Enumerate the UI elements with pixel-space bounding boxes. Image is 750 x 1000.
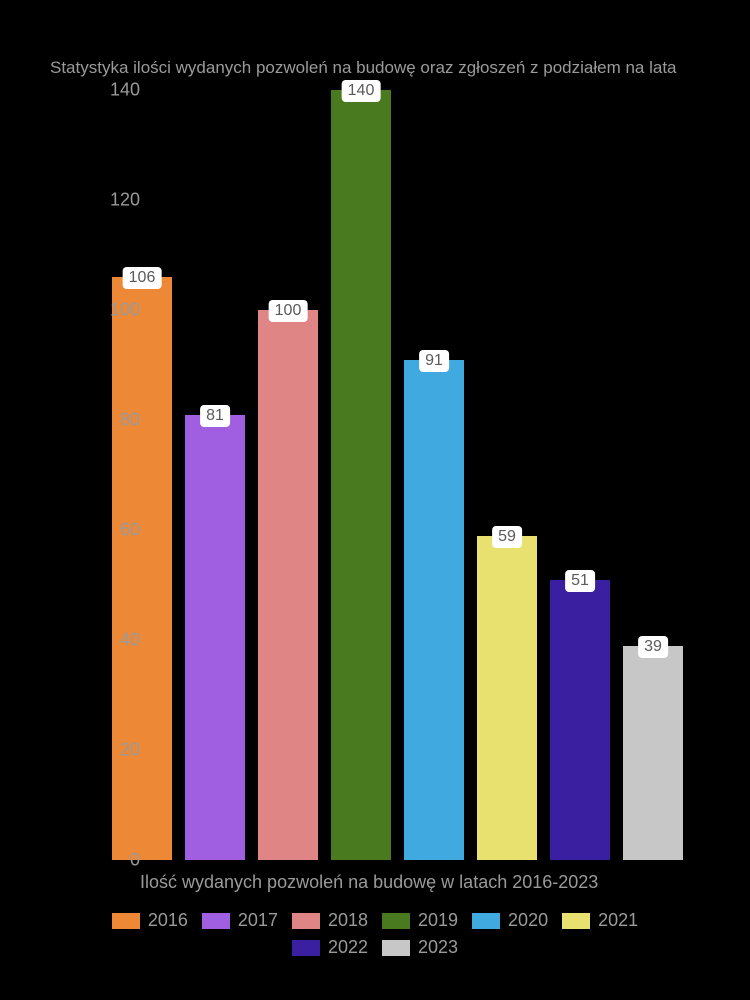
legend-label-2020: 2020 (508, 910, 548, 931)
x-axis-label: Ilość wydanych pozwoleń na budowę w lata… (140, 872, 598, 893)
legend-item-2016: 2016 (112, 910, 188, 931)
bar-label-2022: 51 (565, 570, 595, 592)
legend-label-2022: 2022 (328, 937, 368, 958)
legend-row: 2016 2017 2018 2019 2020 2021 (0, 910, 750, 931)
legend-item-2023: 2023 (382, 937, 458, 958)
bar-2023 (623, 646, 683, 861)
y-tick-label: 80 (120, 410, 140, 431)
bar-2019 (331, 90, 391, 860)
legend-swatch-2022 (292, 940, 320, 956)
y-tick-label: 140 (110, 80, 140, 101)
bar-label-2016: 106 (123, 267, 162, 289)
legend-swatch-2017 (202, 913, 230, 929)
legend-swatch-2021 (562, 913, 590, 929)
legend-item-2021: 2021 (562, 910, 638, 931)
chart-container: Statystyka ilości wydanych pozwoleń na b… (0, 0, 750, 1000)
legend-label-2019: 2019 (418, 910, 458, 931)
chart-title: Statystyka ilości wydanych pozwoleń na b… (50, 58, 677, 78)
bar-label-2021: 59 (492, 526, 522, 548)
legend-swatch-2018 (292, 913, 320, 929)
y-tick-label: 20 (120, 740, 140, 761)
plot-area: 1068110014091595139 (100, 90, 700, 860)
bar-2021 (477, 536, 537, 861)
legend-label-2018: 2018 (328, 910, 368, 931)
legend-label-2016: 2016 (148, 910, 188, 931)
bar-2017 (185, 415, 245, 861)
bar-2016 (112, 277, 172, 860)
bar-2022 (550, 580, 610, 861)
y-tick-label: 40 (120, 630, 140, 651)
legend-row: 2022 2023 (0, 937, 750, 958)
bar-2018 (258, 310, 318, 860)
legend-item-2018: 2018 (292, 910, 368, 931)
bar-label-2019: 140 (342, 80, 381, 102)
bar-2020 (404, 360, 464, 861)
bar-label-2020: 91 (419, 350, 449, 372)
legend: 2016 2017 2018 2019 2020 2021 2022 2023 (0, 910, 750, 964)
y-tick-label: 60 (120, 520, 140, 541)
legend-label-2023: 2023 (418, 937, 458, 958)
legend-item-2017: 2017 (202, 910, 278, 931)
legend-swatch-2019 (382, 913, 410, 929)
y-tick-label: 120 (110, 190, 140, 211)
bar-label-2023: 39 (638, 636, 668, 658)
legend-swatch-2016 (112, 913, 140, 929)
legend-swatch-2023 (382, 940, 410, 956)
y-tick-label: 100 (110, 300, 140, 321)
legend-item-2019: 2019 (382, 910, 458, 931)
legend-swatch-2020 (472, 913, 500, 929)
legend-item-2020: 2020 (472, 910, 548, 931)
legend-item-2022: 2022 (292, 937, 368, 958)
bar-label-2017: 81 (200, 405, 230, 427)
y-tick-label: 0 (130, 850, 140, 871)
legend-label-2021: 2021 (598, 910, 638, 931)
bar-label-2018: 100 (269, 300, 308, 322)
legend-label-2017: 2017 (238, 910, 278, 931)
